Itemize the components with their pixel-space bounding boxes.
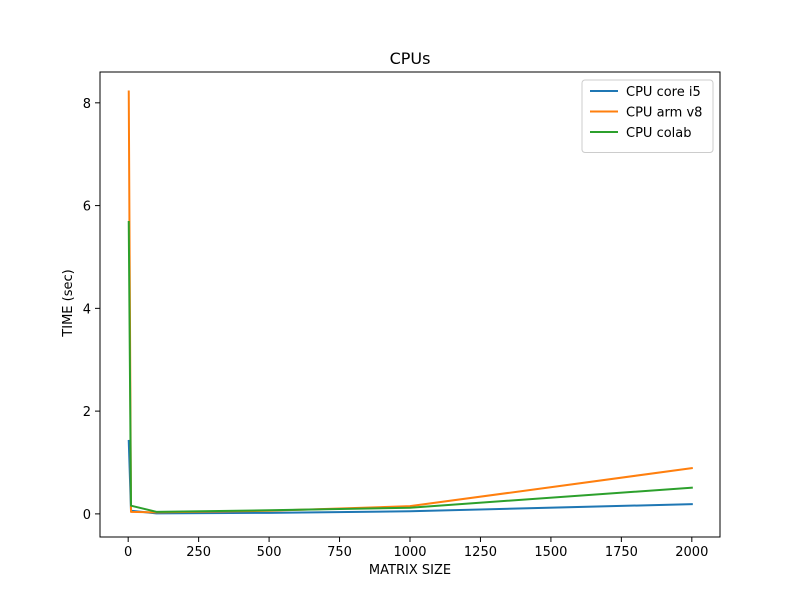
x-tick-label: 750 xyxy=(327,545,352,560)
x-tick-label: 1500 xyxy=(534,545,567,560)
y-tick-label: 0 xyxy=(83,508,91,523)
y-tick-label: 2 xyxy=(83,405,91,420)
y-tick-label: 8 xyxy=(83,97,91,112)
x-tick-label: 2000 xyxy=(675,545,708,560)
chart-title: CPUs xyxy=(390,49,431,68)
y-tick-label: 6 xyxy=(83,200,91,215)
series-line-3 xyxy=(127,221,693,513)
legend-label-1: CPU core i5 xyxy=(626,85,701,100)
legend-label-2: CPU arm v8 xyxy=(626,106,702,121)
x-tick-label: 1000 xyxy=(393,545,426,560)
y-axis-label: TIME (sec) xyxy=(61,269,76,337)
x-tick-label: 1750 xyxy=(605,545,638,560)
x-tick-label: 500 xyxy=(257,545,282,560)
legend-box xyxy=(581,79,714,153)
y-tick-label: 4 xyxy=(83,302,91,317)
x-tick-label: 0 xyxy=(124,545,132,560)
x-tick-label: 250 xyxy=(186,545,211,560)
x-axis-label: MATRIX SIZE xyxy=(369,563,451,578)
plot-area: 0 250 500 750 1000 1250 1500 1750 2000 0 2 4 6 8 xyxy=(83,71,721,560)
legend: CPU core i5 CPU arm v8 CPU colab xyxy=(581,79,714,153)
legend-label-3: CPU colab xyxy=(626,126,692,141)
x-tick-label: 1250 xyxy=(464,545,497,560)
